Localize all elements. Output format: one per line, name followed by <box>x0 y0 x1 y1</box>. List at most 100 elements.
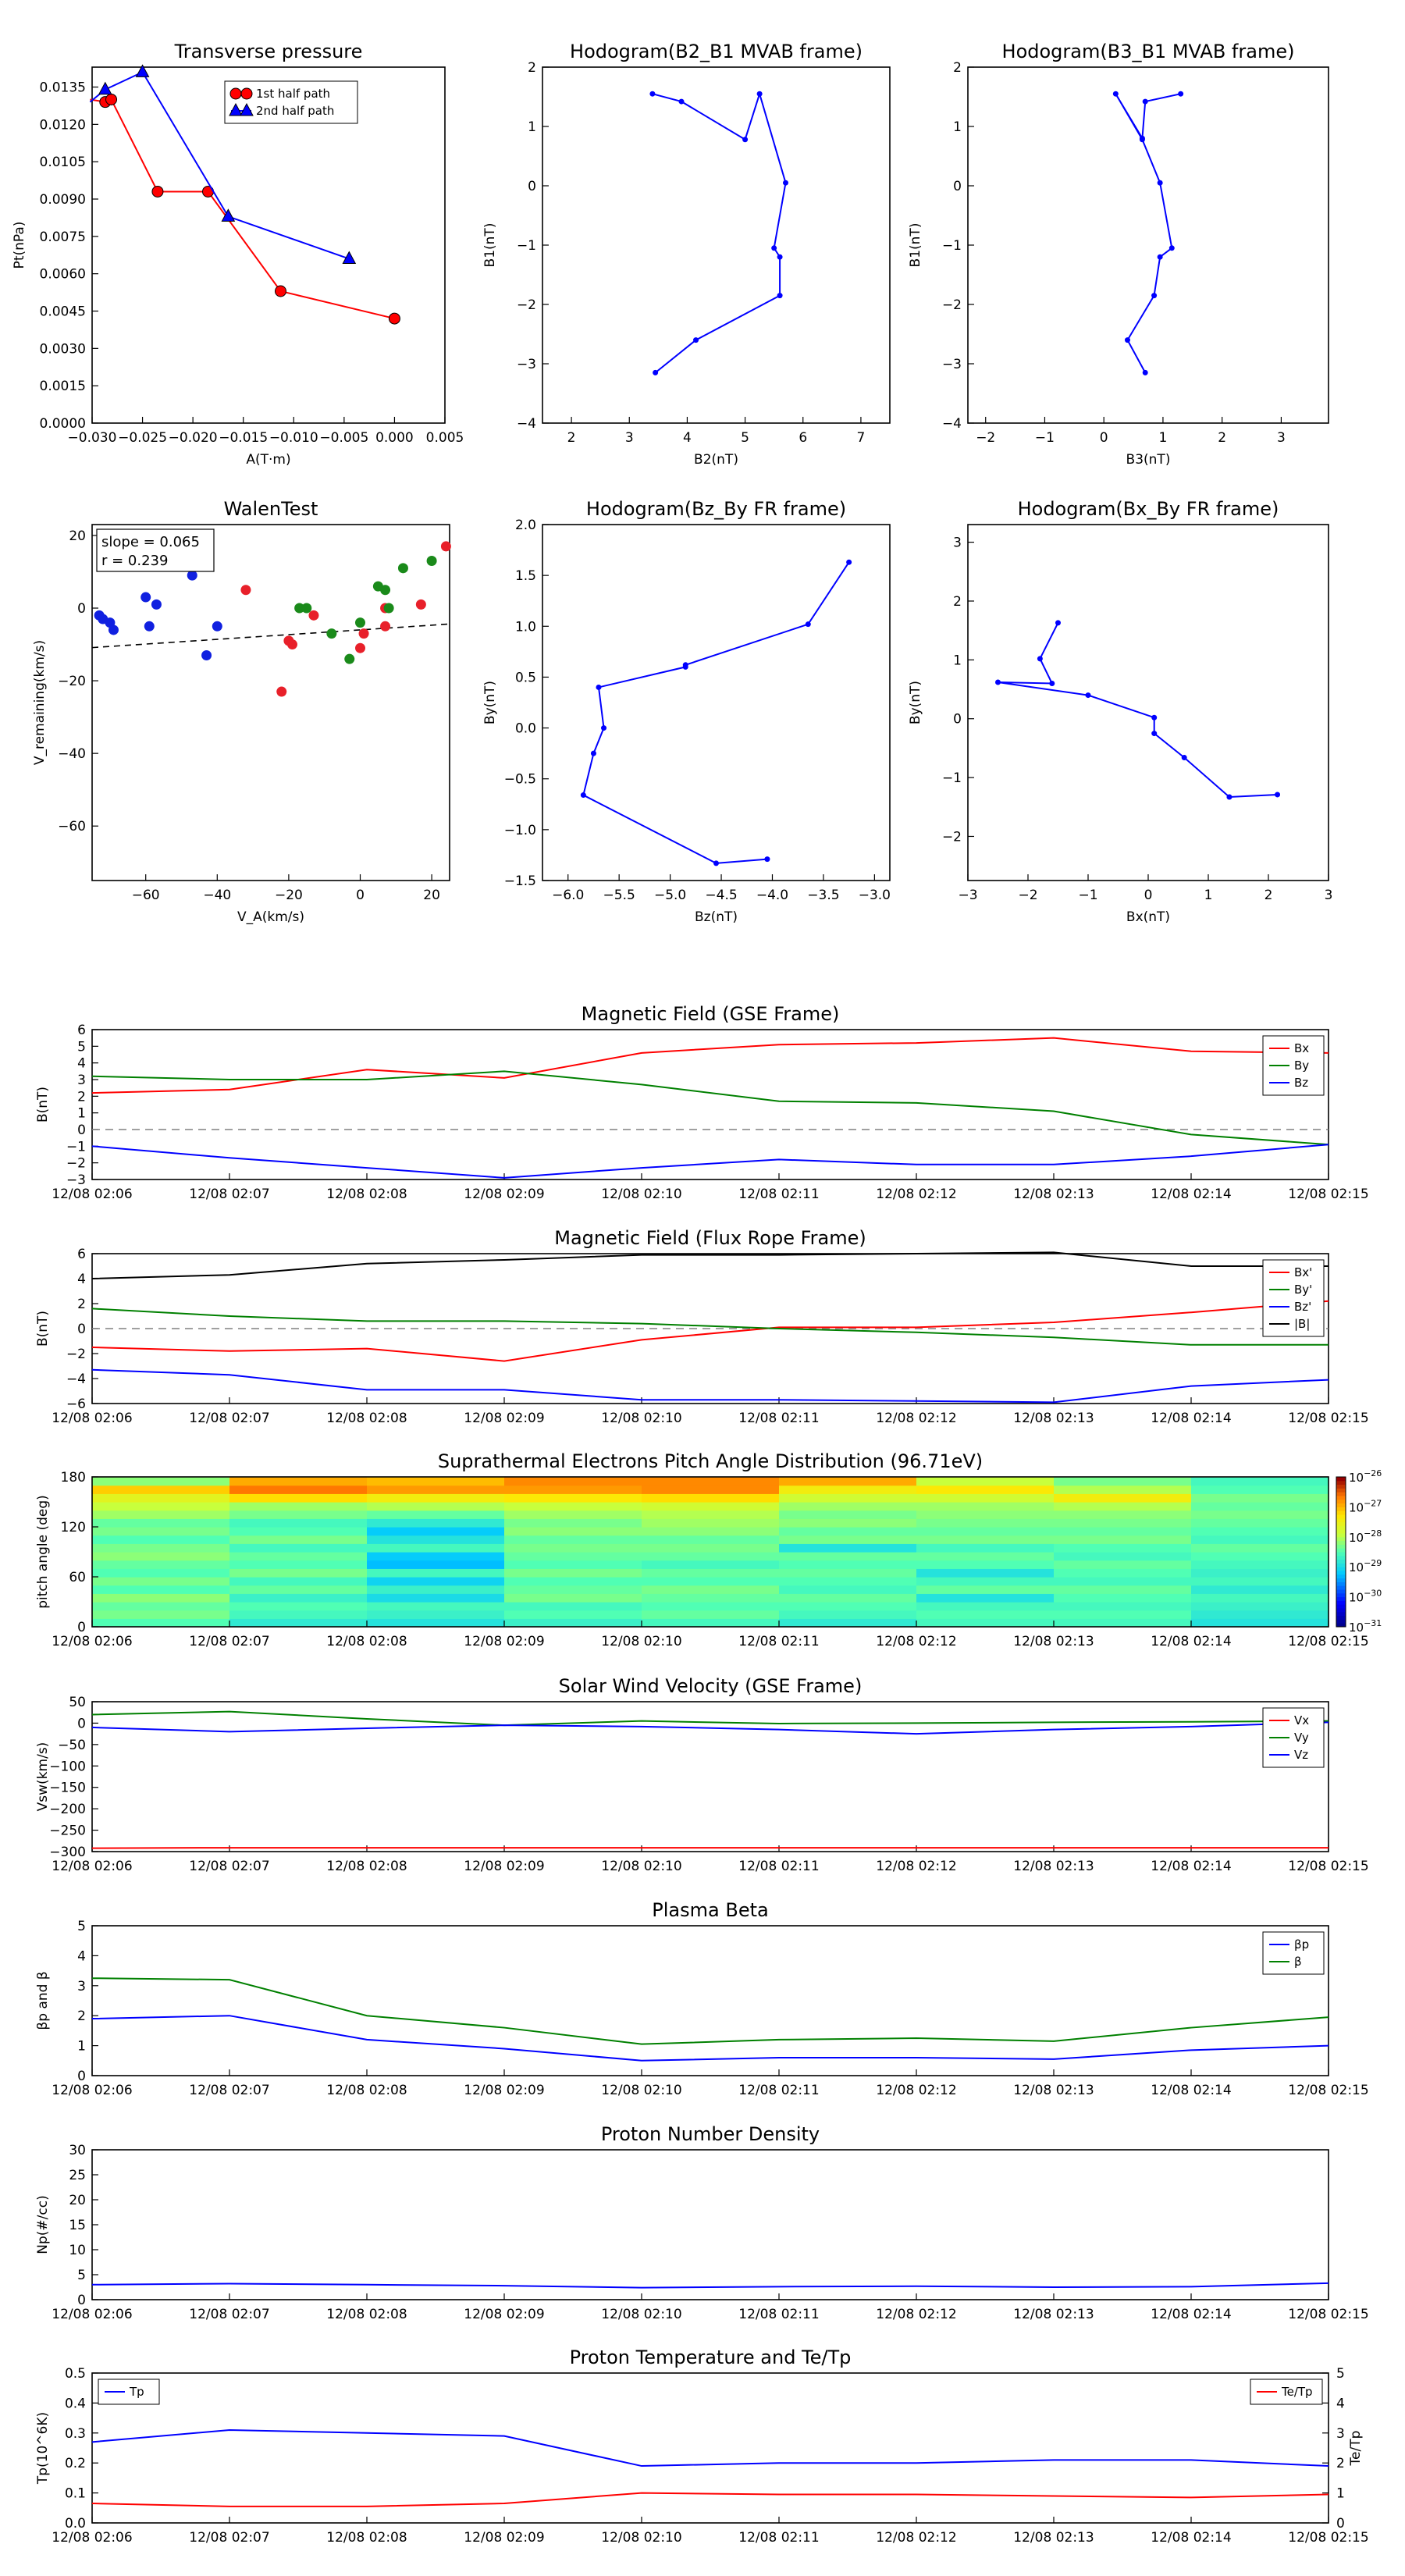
bgse-ytick-label: −1 <box>66 1139 86 1155</box>
pad-colorbar-label: 10−28 <box>1349 1528 1382 1545</box>
pad-cell <box>1054 1543 1192 1553</box>
pad-cell <box>779 1593 917 1603</box>
pad-cell <box>229 1493 368 1503</box>
h_b3b1-point <box>1151 293 1158 299</box>
np-xtick-label: 12/08 02:12 <box>876 2307 956 2322</box>
pad-cell <box>504 1585 642 1594</box>
vsw-ytick-label: −50 <box>58 1738 86 1753</box>
bgse-chart: Magnetic Field (GSE Frame) 12/08 02:06 12/… <box>35 1003 1369 1202</box>
bgse-xtick-label: 12/08 02:08 <box>326 1187 407 1202</box>
bfr-xtick-label: 12/08 02:09 <box>464 1411 544 1426</box>
pad-colorbar-label: 10−30 <box>1349 1589 1382 1605</box>
vsw-series-line <box>91 1721 1329 1735</box>
pad-colorbar-step <box>1336 1589 1346 1594</box>
pad-colorbar-step <box>1336 1525 1346 1530</box>
pad-cell <box>504 1527 642 1536</box>
pad-colorbar-step <box>1336 1567 1346 1571</box>
tp-ytick-label: 0.0045 <box>40 304 86 320</box>
h_b3b1-chart: Hodogram(B3_B1 MVAB frame) −2 −1 0 1 2 3 −4 −3 −2… <box>908 41 1329 468</box>
vsw-ytick-label: 50 <box>69 1695 86 1710</box>
bgse-ytick-label: 0 <box>77 1123 86 1138</box>
pad-cell <box>92 1593 230 1603</box>
bfr-ytick-label: 2 <box>77 1297 86 1312</box>
tp-xtick-label: −0.005 <box>319 430 368 446</box>
pad-colorbar-step <box>1336 1555 1346 1560</box>
bgse-ytick-label: 4 <box>77 1056 86 1072</box>
tp-ytick-label: 0.0135 <box>40 80 86 96</box>
pad-cell <box>642 1527 780 1536</box>
pad-cell <box>1054 1618 1192 1628</box>
bgse-ytick-label: 5 <box>77 1039 86 1055</box>
pad-xtick-label: 12/08 02:11 <box>738 1634 819 1649</box>
np-xtick-label: 12/08 02:09 <box>464 2307 544 2322</box>
walen-point <box>440 541 451 552</box>
pad-cell <box>1191 1527 1329 1536</box>
h_b2b1-title: Hodogram(B2_B1 MVAB frame) <box>570 41 863 62</box>
tp-title: Transverse pressure <box>174 41 363 62</box>
bfr-legend-label: Bz' <box>1294 1300 1311 1314</box>
pad-colorbar-step <box>1336 1521 1346 1526</box>
bfr-xtick-label: 12/08 02:12 <box>876 1411 956 1426</box>
tp-legend-point <box>240 102 254 116</box>
vsw-ytick-label: −200 <box>49 1802 86 1817</box>
pad-cell <box>229 1560 368 1569</box>
pad-cell <box>1054 1577 1192 1586</box>
walen-point <box>140 592 151 603</box>
vsw-legend-label: Vx <box>1294 1713 1309 1727</box>
tpr-right-ytick-label: 0 <box>1336 2516 1345 2532</box>
tp-point <box>274 285 286 297</box>
vsw-series-line <box>91 1710 1329 1727</box>
tpr-series-line <box>91 2492 1329 2507</box>
h_bxby-point <box>1037 656 1043 662</box>
vsw-xtick-label: 12/08 02:11 <box>738 1859 819 1874</box>
h_b2b1-point <box>756 91 763 97</box>
tp-ytick-label: 0.0120 <box>40 117 86 133</box>
bfr-xtick-label: 12/08 02:11 <box>738 1411 819 1426</box>
pad-cell <box>1191 1593 1329 1603</box>
h_bxby-ytick-label: 3 <box>953 535 962 551</box>
bfr-ytick-label: −6 <box>66 1397 86 1412</box>
walen-point <box>212 621 222 632</box>
h_b3b1-plot-area <box>967 66 1329 424</box>
h_b2b1-ytick-label: 0 <box>528 179 536 194</box>
tp-xlabel: A(T·m) <box>246 452 290 468</box>
beta-xtick-label: 12/08 02:07 <box>189 2083 269 2098</box>
tpr-legend-label: Tp <box>129 2385 144 2399</box>
walen-title: WalenTest <box>224 498 318 520</box>
tp-legend-point <box>229 87 242 100</box>
tp-ytick-label: 0.0015 <box>40 379 86 394</box>
h_bxby-point <box>995 679 1001 685</box>
h_b3b1-point <box>1168 245 1175 251</box>
pad-cell <box>229 1577 368 1586</box>
pad-colorbar-step <box>1336 1563 1346 1567</box>
tp-point <box>221 208 236 222</box>
pad-cell <box>1054 1585 1192 1594</box>
vsw-title: Solar Wind Velocity (GSE Frame) <box>559 1675 863 1697</box>
pad-cell <box>367 1518 505 1528</box>
vsw-legend-label: Vy <box>1294 1731 1309 1745</box>
bfr-series-line <box>91 1308 1329 1346</box>
pad-xtick-label: 12/08 02:14 <box>1151 1634 1231 1649</box>
vsw-plot-area <box>91 1701 1329 1852</box>
beta-ytick-label: 0 <box>77 2069 86 2084</box>
beta-ytick-label: 4 <box>77 1948 86 1964</box>
pad-cell <box>1191 1477 1329 1486</box>
tpr-xtick-label: 12/08 02:09 <box>464 2530 544 2546</box>
tp-legend-point <box>240 87 253 100</box>
walen-point <box>397 563 408 574</box>
pad-cell <box>1191 1585 1329 1594</box>
pad-cell <box>92 1618 230 1628</box>
np-xtick-label: 12/08 02:13 <box>1013 2307 1094 2322</box>
pad-cell <box>779 1618 917 1628</box>
h_bzby-point <box>596 684 602 690</box>
bgse-ytick-label: −2 <box>66 1156 86 1172</box>
pad-cell <box>229 1618 368 1628</box>
pad-colorbar-step <box>1336 1496 1346 1500</box>
pad-ytick-label: 120 <box>61 1520 86 1535</box>
walen-plot-area <box>91 524 450 881</box>
pad-cell <box>916 1477 1055 1486</box>
bfr-ytick-label: −4 <box>66 1372 86 1387</box>
h_bzby-ytick-label: 0.5 <box>515 670 536 685</box>
pad-colorbar-step <box>1336 1548 1346 1553</box>
pad-cell <box>642 1577 780 1586</box>
